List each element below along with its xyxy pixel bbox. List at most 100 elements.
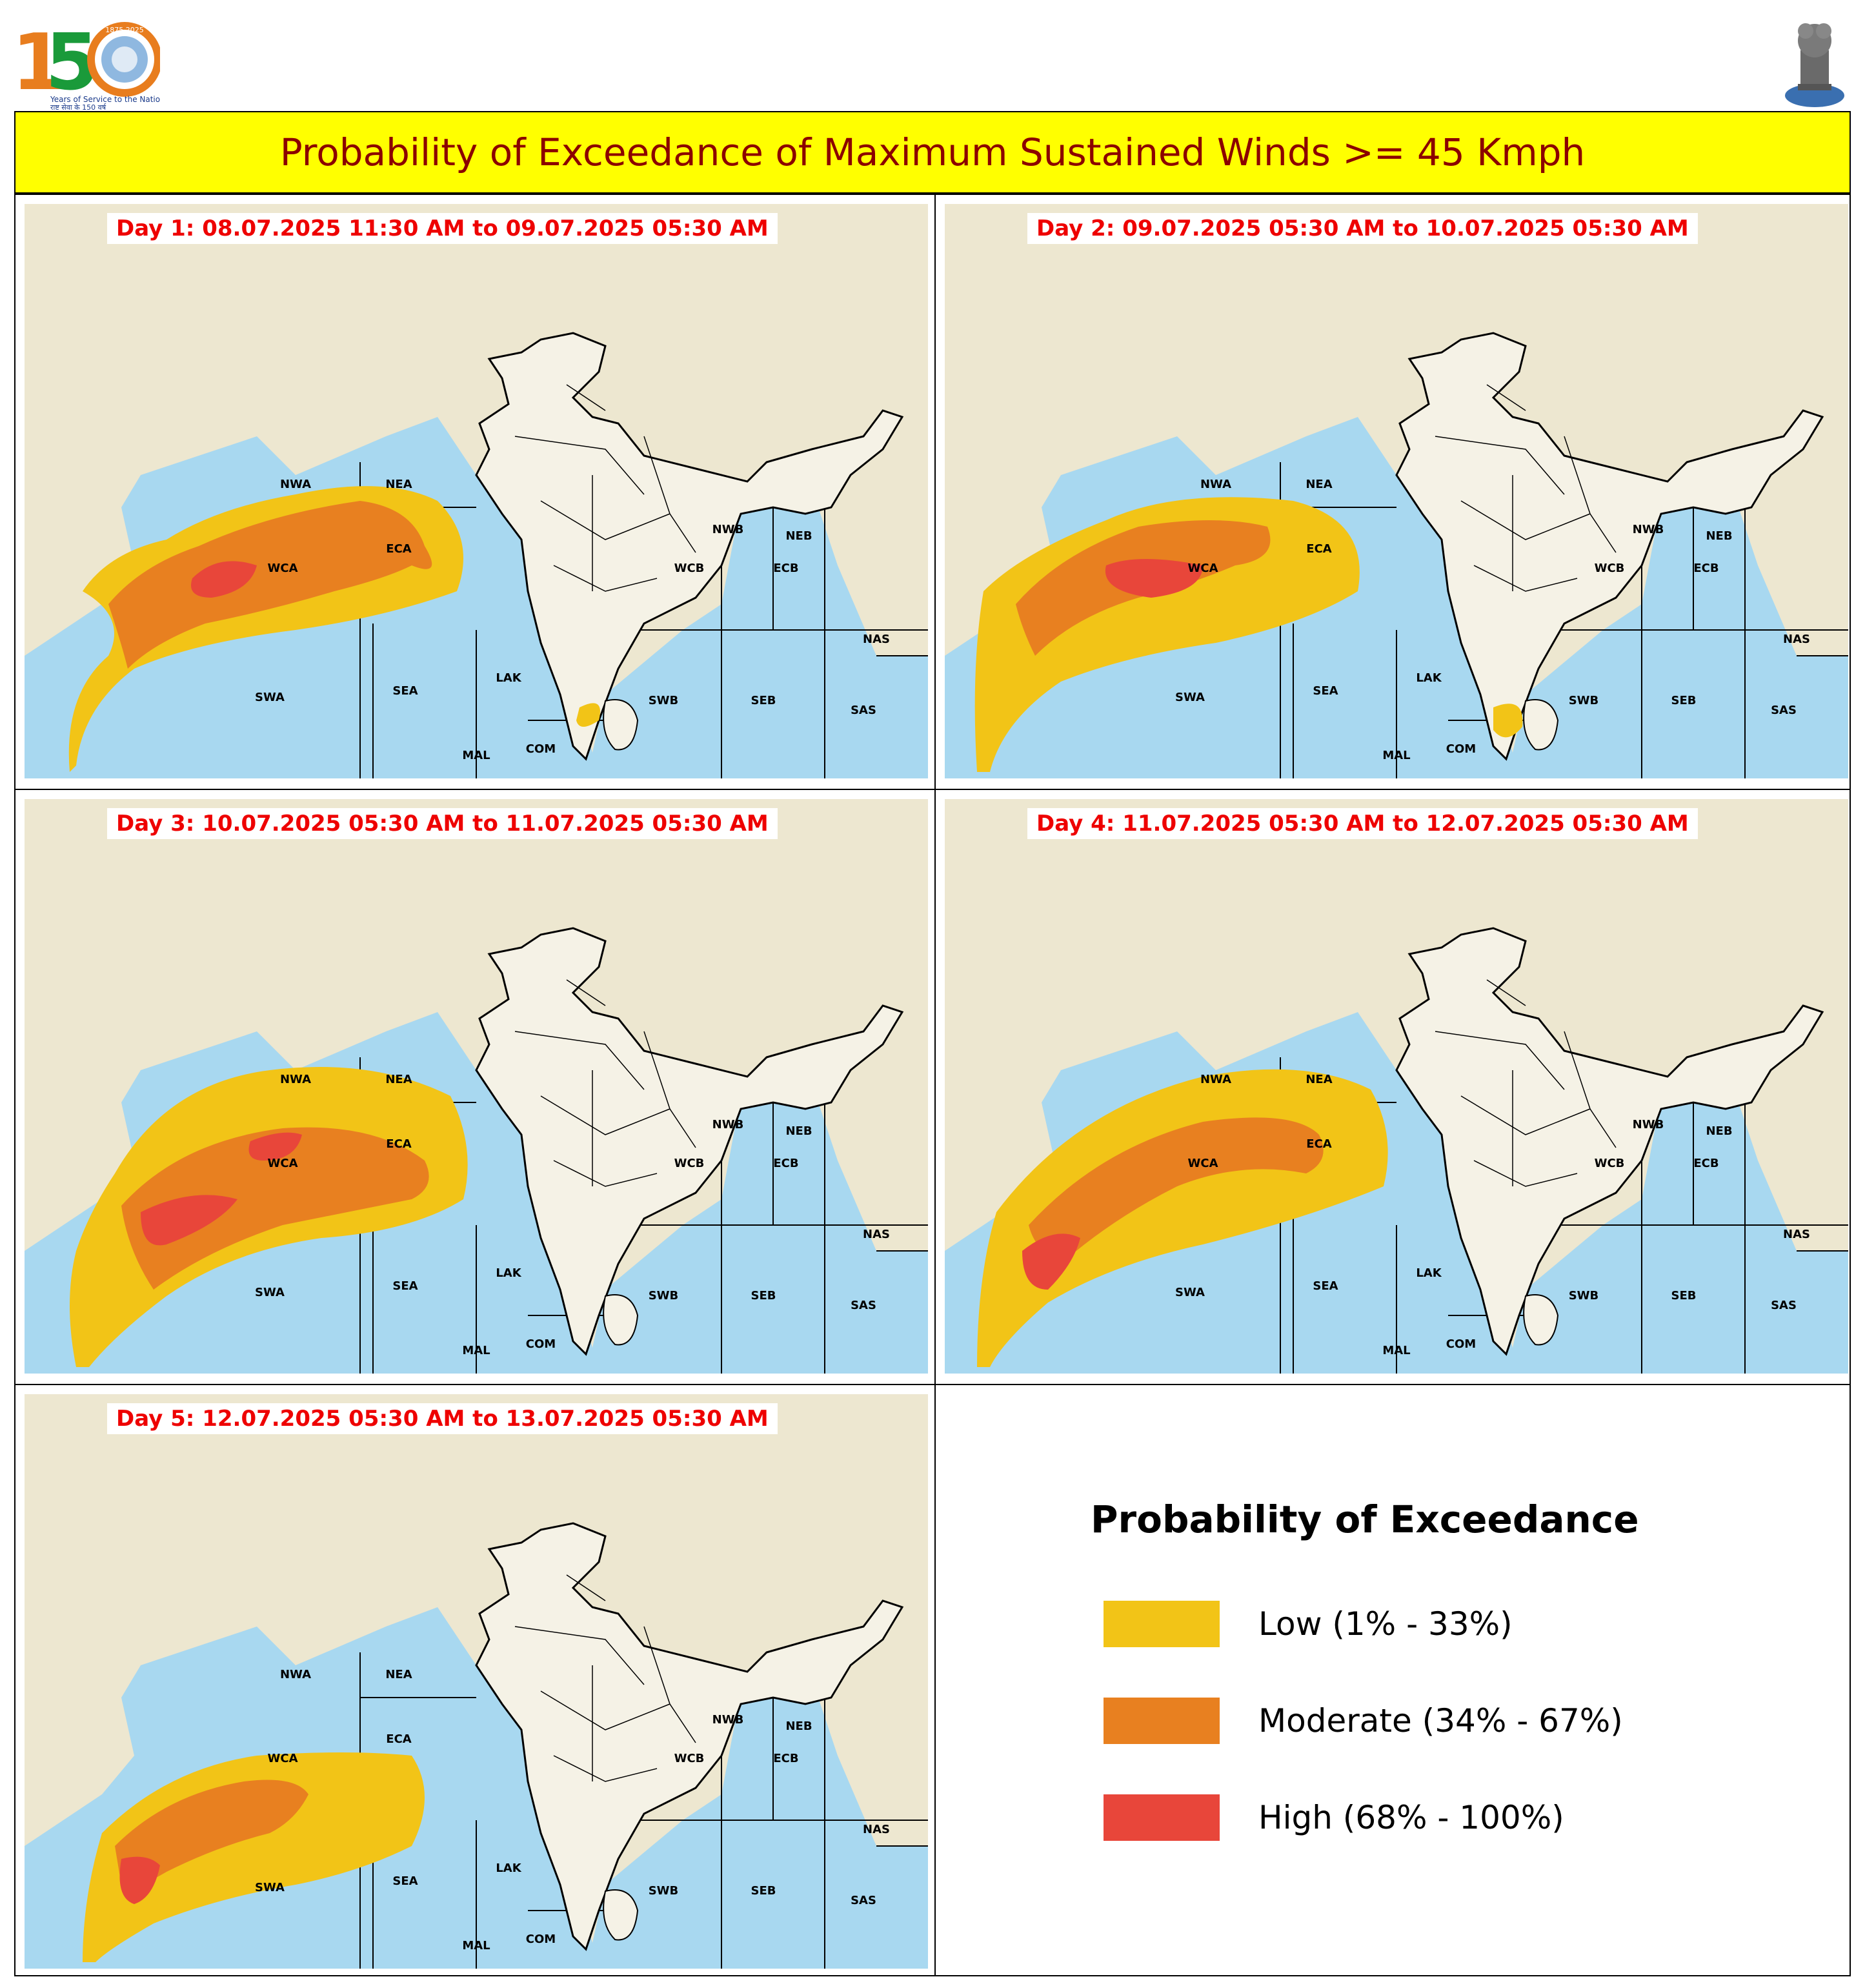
map-panel-day1: NWA NEA ECA WCA SWA SEA LAK MAL COM SWB SEB NWB NEB W… — [25, 204, 928, 778]
region-label: NWA — [1200, 1073, 1231, 1086]
high-probability-zone — [1022, 1233, 1080, 1290]
region-label: SWB — [649, 694, 679, 707]
region-label: NEB — [785, 1719, 812, 1733]
region-label: NWA — [1200, 478, 1231, 491]
logo-years: 1875 2025 — [105, 26, 144, 34]
region-label: NEA — [385, 1668, 412, 1681]
region-label: NWB — [712, 1713, 744, 1727]
region-label: LAK — [496, 671, 521, 685]
panel-grid: NWA NEA ECA WCA SWA SEA LAK MAL COM SWB SEB NWB NEB W… — [14, 194, 1851, 1976]
region-label: SWA — [1175, 691, 1205, 704]
region-label: SWB — [1569, 1289, 1599, 1303]
state-boundary — [1435, 1031, 1565, 1090]
region-label: LAK — [496, 1861, 521, 1875]
region-label: SAS — [851, 1894, 876, 1907]
india-outline — [475, 1522, 904, 1951]
region-label: COM — [1446, 742, 1476, 756]
region-label: NEA — [1306, 478, 1332, 491]
state-boundary — [514, 1031, 645, 1090]
day-label: Day 1: 08.07.2025 11:30 AM to 09.07.2025… — [107, 213, 778, 244]
legend-title: Probability of Exceedance — [1091, 1497, 1639, 1541]
legend-item-low: Low (1% - 33%) — [1104, 1601, 1513, 1647]
region-label: COM — [526, 1337, 556, 1351]
region-label: NEA — [385, 1073, 412, 1086]
map-panel-day4: NWA NEA ECA WCA SWA SEA LAK MAL COM SWB SEB NWB NEB W… — [945, 799, 1848, 1374]
region-label: ECB — [773, 562, 798, 575]
high-probability-zone — [191, 561, 257, 598]
region-label: ECA — [386, 1137, 412, 1151]
state-boundary — [643, 436, 696, 553]
region-label: ECB — [1693, 1157, 1719, 1170]
logo-tagline-hindi: राष्ट्र सेवा के 150 वर्ष — [50, 103, 106, 110]
legend-swatch — [1104, 1698, 1220, 1744]
region-label: WCB — [1595, 1157, 1625, 1170]
page-title: Probability of Exceedance of Maximum Sus… — [279, 130, 1586, 174]
moderate-probability-zone — [121, 1127, 429, 1290]
region-label: SAS — [1771, 704, 1797, 717]
sri-lanka-outline — [603, 1294, 639, 1346]
state-boundary — [1486, 979, 1526, 1006]
region-label: SEA — [392, 1874, 418, 1888]
svg-text:1: 1 — [12, 18, 66, 108]
day-label: Day 3: 10.07.2025 05:30 AM to 11.07.2025… — [107, 808, 778, 839]
india-outline — [475, 332, 904, 761]
india-outline — [475, 927, 904, 1356]
region-label: COM — [1446, 1337, 1476, 1351]
map-panel-day3: NWA NEA ECA WCA SWA SEA LAK MAL COM SWB SEB NWB NEB W… — [25, 799, 928, 1374]
state-boundary — [643, 1031, 696, 1148]
state-boundary — [1564, 1031, 1617, 1148]
region-label: WCA — [1188, 1157, 1218, 1170]
region-label: WCB — [674, 1157, 705, 1170]
region-label: WCB — [1595, 562, 1625, 575]
state-boundary — [566, 1574, 606, 1601]
region-label: MAL — [1382, 1344, 1410, 1357]
state-boundary — [1473, 565, 1578, 592]
day-label: Day 2: 09.07.2025 05:30 AM to 10.07.2025… — [1027, 213, 1698, 244]
forecast-map: NWA NEA ECA WCA SWA SEA LAK MAL COM SWB SEB NWB NEB W… — [945, 799, 1848, 1374]
region-label: WCA — [268, 562, 298, 575]
state-boundary — [553, 1755, 658, 1782]
region-label: MAL — [462, 1344, 490, 1357]
title-bar: Probability of Exceedance of Maximum Sus… — [14, 111, 1851, 194]
grid-divider — [934, 195, 936, 1975]
region-label: SEB — [1671, 694, 1697, 707]
region-label: NWA — [280, 478, 311, 491]
region-label: NAS — [863, 633, 890, 646]
region-label: NWA — [280, 1073, 311, 1086]
region-label: NEB — [785, 1124, 812, 1138]
region-label: SWB — [649, 1289, 679, 1303]
region-label: SWA — [255, 1881, 285, 1894]
national-emblem-icon — [1782, 12, 1847, 108]
state-boundary — [566, 384, 606, 411]
region-label: NEB — [1706, 529, 1732, 543]
state-boundary — [566, 979, 606, 1006]
region-label: MAL — [462, 1939, 490, 1953]
region-label: NEB — [785, 529, 812, 543]
region-label: WCA — [268, 1157, 298, 1170]
imd-150-logo: 1 5 1875 2025 Years of Service to the Na… — [12, 13, 165, 112]
region-label: ECB — [773, 1157, 798, 1170]
state-boundary — [514, 1626, 645, 1685]
probability-zone-extra — [1493, 704, 1523, 738]
sri-lanka-outline — [603, 699, 639, 751]
region-label: SWA — [1175, 1286, 1205, 1299]
map-panel-day2: NWA NEA ECA WCA SWA SEA LAK MAL COM SWB SEB NWB NEB W… — [945, 204, 1848, 778]
region-label: SEA — [392, 684, 418, 698]
high-probability-zone — [1105, 559, 1203, 598]
region-label: LAK — [1416, 671, 1442, 685]
india-outline — [1395, 332, 1824, 761]
state-boundary — [1460, 500, 1591, 540]
sri-lanka-outline — [1523, 1294, 1559, 1346]
india-outline — [1395, 927, 1824, 1356]
region-label: WCB — [674, 562, 705, 575]
region-label: NAS — [1783, 1228, 1810, 1241]
state-boundary — [553, 565, 658, 592]
region-label: SWA — [255, 691, 285, 704]
region-label: NWB — [712, 1118, 744, 1131]
sri-lanka-outline — [603, 1889, 639, 1941]
region-label: COM — [526, 1932, 556, 1946]
moderate-probability-zone — [108, 501, 432, 669]
region-label: SWB — [1569, 694, 1599, 707]
legend-item-high: High (68% - 100%) — [1104, 1794, 1564, 1841]
map-panel-day5: NWA NEA ECA WCA SWA SEA LAK MAL COM SWB SEB NWB NEB W… — [25, 1394, 928, 1969]
